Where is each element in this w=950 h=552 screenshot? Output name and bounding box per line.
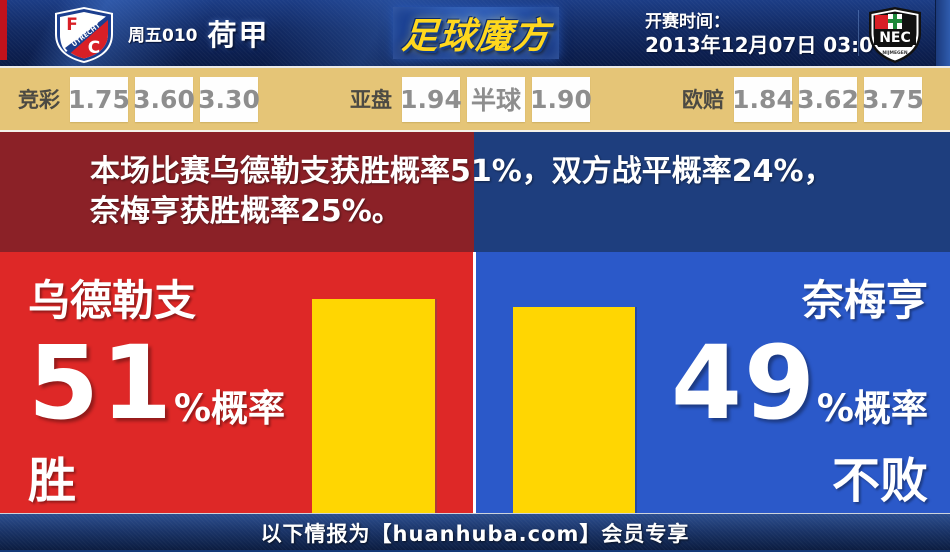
odds-divider-line <box>0 130 950 132</box>
svg-text:F: F <box>66 15 78 35</box>
panel-divider-line <box>473 252 476 513</box>
header-right-accent <box>935 0 950 66</box>
odds-value-away: 3.30 <box>198 76 260 122</box>
kickoff-time: 2013年12月07日 03:00 <box>645 33 887 57</box>
match-code: 周五010 <box>128 25 198 46</box>
match-label: 周五010 荷甲 <box>128 0 270 66</box>
footer-member-notice: 以下情报为【huanhuba.com】会员专享 <box>260 522 690 546</box>
header-left-red-stripe <box>0 0 7 60</box>
euro-odds-draw: 3.62 <box>797 76 859 122</box>
away-team-crest-icon: NEC NIJMEGEN <box>867 6 923 68</box>
brand-logo-text: 足球魔方 <box>400 16 552 57</box>
home-probability-bar <box>312 298 435 513</box>
kickoff-label: 开赛时间： <box>645 12 730 32</box>
prediction-main: 本场比赛乌德勒支获胜概率51%，双方战平概率24%，奈梅亨获胜概率25%。 乌德… <box>0 132 950 513</box>
home-probability-suffix: %概率 <box>173 387 286 430</box>
away-probability-suffix: %概率 <box>816 387 928 430</box>
odds-label: 竞彩 <box>18 88 60 112</box>
footer-bar: 以下情报为【huanhuba.com】会员专享 <box>0 513 950 552</box>
odds-bar: 竞彩 1.75 3.60 3.30 亚盘 1.94 半球 1.90 欧赔 1.8… <box>0 68 950 130</box>
kickoff-info: 开赛时间： 2013年12月07日 03:00 <box>645 11 887 57</box>
away-team-name: 奈梅亨 <box>801 276 928 325</box>
odds-value-draw: 3.60 <box>133 76 195 122</box>
away-probability: 49 %概率 <box>508 333 928 435</box>
handicap-line: 半球 <box>467 76 525 122</box>
away-outcome-label: 不败 <box>831 453 928 509</box>
home-outcome-label: 胜 <box>28 453 77 509</box>
handicap-home-odds: 1.94 <box>400 76 462 122</box>
away-probability-value: 49 <box>670 324 817 443</box>
odds-group-yapan: 亚盘 1.94 半球 1.90 <box>350 76 592 122</box>
away-probability-bar <box>513 307 635 513</box>
odds-value-home: 1.75 <box>68 76 130 122</box>
summary-bg-left <box>0 132 474 252</box>
odds-group-oupei: 欧赔 1.84 3.62 3.75 <box>682 76 924 122</box>
odds-label: 欧赔 <box>682 88 724 112</box>
svg-text:C: C <box>88 38 100 58</box>
home-probability-value: 51 <box>28 324 174 443</box>
league-name: 荷甲 <box>207 18 270 52</box>
away-team-block: 奈梅亨 49 %概率 不败 <box>508 277 928 511</box>
brand-logo: 足球魔方 <box>393 7 559 59</box>
header-vertical-divider <box>858 10 859 56</box>
away-crest-city: NIJMEGEN <box>882 50 907 56</box>
home-team-block: 乌德勒支 51 %概率 胜 <box>28 277 448 511</box>
odds-group-jingcai: 竞彩 1.75 3.60 3.30 <box>18 76 260 122</box>
home-team-name: 乌德勒支 <box>28 276 197 325</box>
home-team-crest-icon: F C UTRECHT <box>52 6 116 68</box>
header: F C UTRECHT 周五010 荷甲 足球魔方 开赛时间： 2013年12月… <box>0 0 950 66</box>
summary-bg-right <box>474 132 950 252</box>
header-divider-line <box>0 66 950 68</box>
euro-odds-away: 3.75 <box>862 76 924 122</box>
home-probability: 51 %概率 <box>28 333 448 435</box>
odds-label: 亚盘 <box>350 88 392 112</box>
prediction-summary: 本场比赛乌德勒支获胜概率51%，双方战平概率24%，奈梅亨获胜概率25%。 <box>90 154 834 229</box>
euro-odds-home: 1.84 <box>732 76 794 122</box>
away-crest-name: NEC <box>879 30 911 46</box>
handicap-away-odds: 1.90 <box>530 76 592 122</box>
